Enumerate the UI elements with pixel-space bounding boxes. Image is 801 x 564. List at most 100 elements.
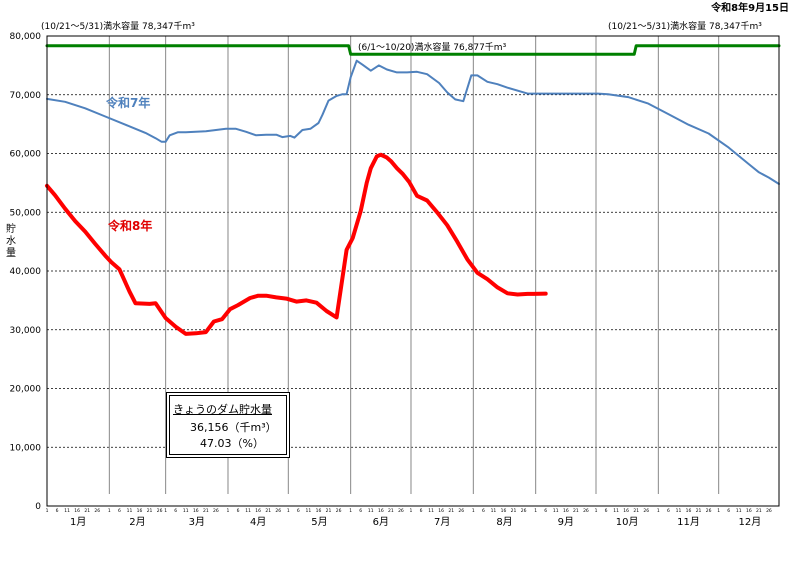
today-storage-value: 36,156 [190,421,229,434]
day-tick-label: 1 [472,508,475,514]
month-label: 11月 [677,516,700,528]
day-tick-label: 6 [544,508,547,514]
today-storage-unit: （千m³） [228,421,277,434]
y-tick-label: 10,000 [10,443,42,453]
month-label: 4月 [250,516,266,528]
day-tick-label: 11 [127,508,133,514]
y-axis-label: 貯水量 [6,223,16,259]
day-tick-label: 21 [147,508,153,514]
day-tick-label: 16 [686,508,692,514]
day-tick-label: 6 [237,508,240,514]
y-tick-label: 40,000 [10,267,42,277]
today-storage-title: きょうのダム貯水量 [173,403,272,416]
date-label: 令和8年9月15日 [710,1,789,14]
day-tick-label: 6 [727,508,730,514]
day-tick-label: 16 [378,508,384,514]
grid-layer [47,36,779,494]
day-tick-label: 26 [336,508,342,514]
today-storage-value-line: 36,156（千m³） [190,419,277,435]
day-tick-label: 1 [46,508,49,514]
y-tick-label: 20,000 [10,385,42,395]
day-tick-label: 26 [521,508,527,514]
day-tick-label: 1 [595,508,598,514]
day-tick-label: 16 [746,508,752,514]
series-line-r8 [45,152,548,336]
day-tick-label: 6 [482,508,485,514]
day-tick-label: 26 [706,508,712,514]
day-tick-label: 1 [227,508,230,514]
day-tick-label: 26 [643,508,649,514]
day-tick-label: 16 [623,508,629,514]
day-tick-label: 11 [183,508,189,514]
month-label: 8月 [496,516,512,528]
y-tick-label: 80,000 [10,32,42,42]
month-label: 5月 [311,516,327,528]
day-tick-label: 1 [657,508,660,514]
day-tick-label: 1 [349,508,352,514]
month-label: 9月 [558,516,574,528]
day-tick-label: 11 [491,508,497,514]
day-tick-label: 16 [501,508,507,514]
day-tick-label: 6 [174,508,177,514]
day-tick-label: 26 [213,508,219,514]
month-label: 1月 [70,516,86,528]
day-tick-label: 21 [756,508,762,514]
day-tick-label: 11 [64,508,70,514]
day-tick-label: 21 [326,508,332,514]
day-tick-label: 26 [157,508,163,514]
day-tick-label: 11 [306,508,312,514]
day-tick-label: 21 [696,508,702,514]
day-tick-label: 11 [428,508,434,514]
day-tick-label: 6 [297,508,300,514]
day-tick-label: 26 [398,508,404,514]
month-label: 10月 [616,516,639,528]
day-tick-label: 11 [368,508,374,514]
y-tick-labels: 0 10,000 20,000 30,000 40,000 50,000 60,000 70,… [10,32,42,512]
today-rate-unit: （%） [231,437,264,450]
day-tick-label: 6 [605,508,608,514]
day-tick-label: 16 [316,508,322,514]
day-tick-label: 21 [84,508,90,514]
day-tick-label: 1 [287,508,290,514]
month-label: 6月 [373,516,389,528]
series-label-r7: 令和7年 [105,95,150,110]
day-tick-label: 6 [56,508,59,514]
day-tick-label: 6 [420,508,423,514]
day-tick-label: 11 [553,508,559,514]
day-tick-label: 16 [438,508,444,514]
series-line-r7 [46,59,780,185]
y-tick-label: 70,000 [10,91,42,101]
day-tick-label: 1 [164,508,167,514]
day-tick-label: 1 [410,508,413,514]
annotation-layer: (10/21～5/31)満水容量 78,347千m³ (6/1～10/20)満水… [41,1,789,233]
day-tick-label: 16 [74,508,80,514]
day-tick-label: 21 [448,508,454,514]
day-tick-label: 16 [193,508,199,514]
day-tick-label: 21 [388,508,394,514]
day-tick-label: 26 [275,508,281,514]
day-tick-label: 16 [137,508,143,514]
day-tick-label: 26 [766,508,772,514]
y-tick-label: 50,000 [10,208,42,218]
y-tick-label: 0 [35,502,41,512]
y-axis-label-char: 貯 [6,223,16,235]
capacity-annotation-middle: (6/1～10/20)満水容量 76,877千m³ [358,41,507,53]
y-tick-label: 30,000 [10,326,42,336]
day-tick-label: 6 [667,508,670,514]
day-tick-label: 1 [717,508,720,514]
y-axis-label-char: 水 [6,235,16,247]
today-storage-box: きょうのダム貯水量 36,156（千m³） 47.03（%） [166,392,290,458]
day-tick-label: 11 [736,508,742,514]
month-label: 7月 [434,516,450,528]
day-tick-label: 21 [511,508,517,514]
today-storage-inner: きょうのダム貯水量 36,156（千m³） 47.03（%） [169,395,287,455]
day-tick-label: 1 [108,508,111,514]
series-layer [45,44,781,336]
day-tick-label: 21 [265,508,271,514]
series-label-r8: 令和8年 [107,218,152,233]
day-tick-label: 26 [583,508,589,514]
capacity-annotation-right: (10/21～5/31)満水容量 78,347千m³ [608,20,762,32]
day-tick-label: 11 [245,508,251,514]
